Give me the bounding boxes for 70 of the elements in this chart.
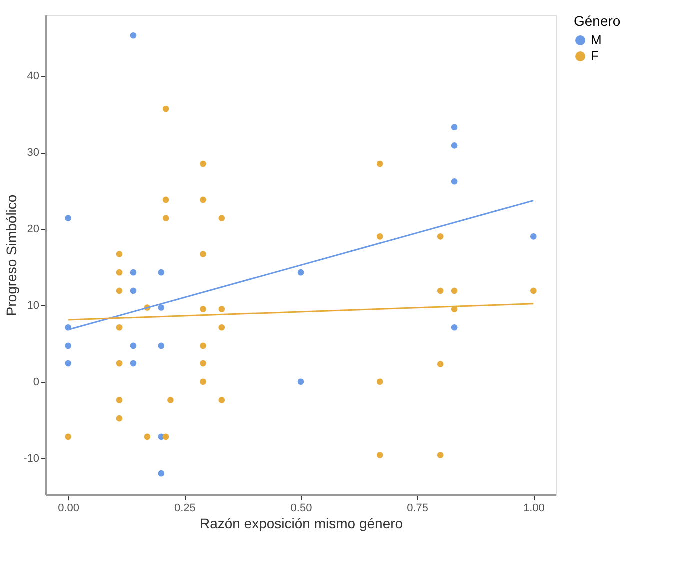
point (218, 306, 226, 312)
point (200, 360, 206, 367)
y-axis-title: Progreso Simbólico (4, 194, 20, 316)
point (130, 269, 137, 276)
point (158, 304, 165, 311)
point (162, 106, 170, 112)
point (162, 434, 170, 440)
point (130, 360, 137, 367)
point (116, 288, 123, 294)
point (158, 342, 165, 350)
point (116, 360, 123, 367)
x-tick-label: 0.00 (58, 502, 80, 514)
point (451, 178, 458, 185)
point (376, 160, 384, 168)
point (298, 378, 304, 386)
point (144, 434, 151, 440)
point (437, 234, 444, 240)
point (116, 251, 123, 258)
point (451, 142, 458, 149)
legend-label: F (591, 48, 599, 64)
y-tick-label: -10 (24, 452, 40, 465)
point (376, 452, 384, 458)
point (200, 196, 206, 204)
x-tick-label: 1.00 (523, 502, 545, 514)
point (530, 234, 537, 240)
point (116, 269, 123, 276)
point (218, 215, 226, 222)
point (130, 288, 137, 294)
x-tick-label: 0.75 (407, 502, 429, 514)
point (218, 324, 226, 331)
legend-label: M (591, 32, 602, 48)
point (437, 452, 444, 458)
y-tick-label: 0 (33, 376, 40, 388)
point (200, 342, 206, 350)
point (200, 306, 206, 312)
point (200, 160, 206, 168)
point (437, 361, 444, 368)
point (65, 215, 72, 222)
point (376, 378, 384, 386)
point (158, 269, 165, 276)
point (530, 288, 537, 294)
point (130, 342, 137, 350)
point (116, 397, 123, 404)
point (65, 342, 72, 350)
x-tick-label: 0.25 (174, 502, 196, 514)
point (65, 360, 72, 367)
point (200, 378, 206, 386)
point (437, 288, 444, 294)
y-tick-label: 20 (27, 224, 40, 236)
point (451, 124, 458, 131)
y-tick-label: 10 (27, 300, 40, 312)
point (162, 215, 170, 222)
y-tick-label: 30 (27, 147, 40, 160)
point (298, 269, 304, 276)
y-tick-label: 40 (27, 70, 40, 83)
point (376, 234, 384, 240)
point (116, 415, 123, 422)
point (130, 32, 137, 39)
x-axis-title: Razón exposición mismo género (200, 516, 404, 532)
point (116, 324, 123, 331)
point (200, 251, 206, 258)
point (451, 288, 458, 294)
point (162, 196, 170, 204)
point (158, 470, 165, 477)
point (218, 397, 226, 404)
x-tick-label: 0.50 (290, 502, 312, 514)
legend-title: Género (574, 13, 621, 29)
point (168, 397, 174, 404)
point (65, 434, 72, 440)
point (451, 324, 458, 331)
